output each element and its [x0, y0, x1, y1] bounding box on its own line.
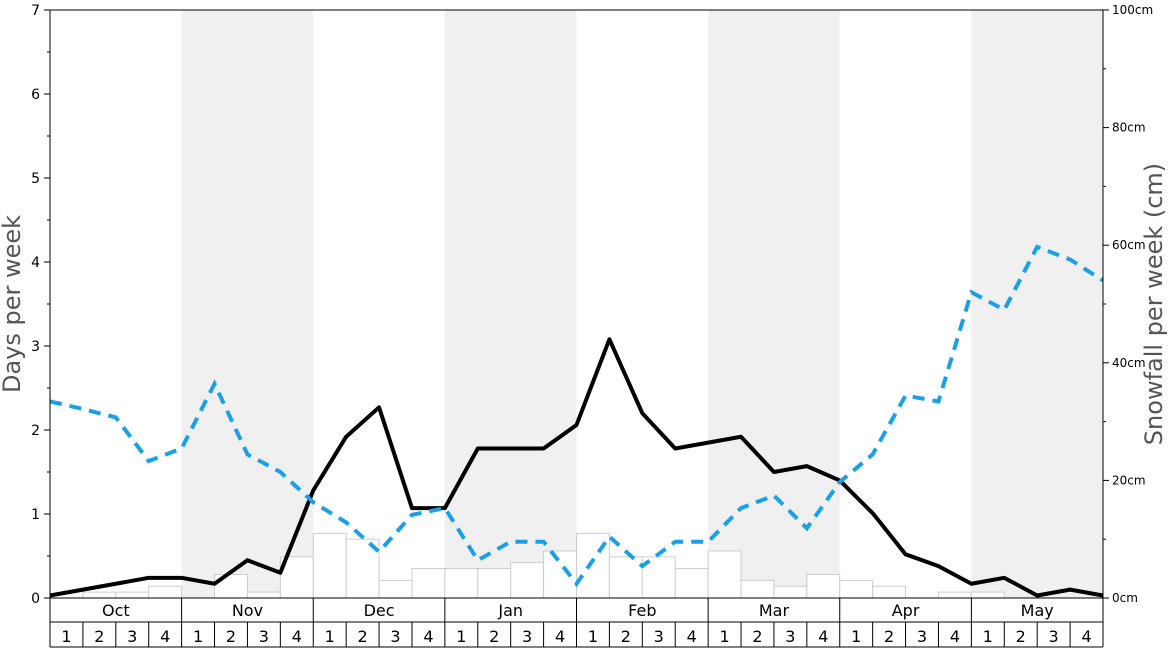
week-label: 1: [61, 627, 71, 646]
week-label: 3: [390, 627, 400, 646]
right-tick-label: 80cm: [1112, 121, 1146, 135]
week-label: 2: [621, 627, 631, 646]
snowfall-bar: [937, 591, 972, 599]
snowfall-bar: [115, 591, 150, 599]
snowfall-bar: [477, 568, 512, 599]
week-label: 4: [818, 627, 828, 646]
month-bands: [181, 10, 1103, 598]
left-tick-label: 5: [31, 171, 40, 187]
right-tick-label: 0cm: [1112, 591, 1138, 605]
left-tick-label: 7: [31, 3, 40, 19]
snowfall-bars: [82, 532, 1005, 599]
snowfall-bar: [773, 585, 808, 599]
left-tick-label: 0: [31, 591, 40, 607]
snowfall-bar: [312, 532, 347, 599]
week-label: 2: [1016, 627, 1026, 646]
snowfall-bar: [970, 591, 1005, 599]
month-label: Nov: [232, 601, 263, 620]
snowfall-bar: [148, 585, 183, 599]
week-label: 2: [489, 627, 499, 646]
month-label: Jan: [497, 601, 523, 620]
week-label: 3: [522, 627, 532, 646]
right-tick-label: 40cm: [1112, 356, 1146, 370]
week-label: 2: [884, 627, 894, 646]
week-label: 1: [456, 627, 466, 646]
snowfall-bar: [740, 579, 775, 599]
week-label: 1: [719, 627, 729, 646]
week-label: 4: [555, 627, 565, 646]
month-band: [181, 10, 314, 598]
week-label: 3: [654, 627, 664, 646]
week-label: 3: [259, 627, 269, 646]
left-tick-label: 4: [31, 255, 40, 271]
snowfall-bar: [246, 591, 281, 599]
left-axis-title: Days per week: [0, 215, 26, 393]
week-label: 3: [917, 627, 927, 646]
week-label: 4: [1081, 627, 1091, 646]
week-label: 4: [292, 627, 302, 646]
day-lines: [49, 244, 1105, 598]
left-tick-label: 6: [31, 87, 40, 103]
left-tick-label: 2: [31, 423, 40, 439]
month-label: Apr: [892, 601, 920, 620]
week-label: 2: [358, 627, 368, 646]
week-label: 2: [94, 627, 104, 646]
snowfall-bar: [411, 568, 446, 599]
dashed-line-series: [49, 244, 1105, 588]
right-y-axis: 0cm 20cm 40cm 60cm 80cm 100cm: [1103, 3, 1153, 605]
month-label: Dec: [364, 601, 395, 620]
week-label: 1: [193, 627, 203, 646]
month-band: [708, 10, 840, 598]
right-tick-label: 100cm: [1112, 3, 1153, 17]
week-label: 1: [851, 627, 861, 646]
month-label: Feb: [628, 601, 656, 620]
week-label: 3: [127, 627, 137, 646]
week-label: 1: [983, 627, 993, 646]
week-label: 4: [160, 627, 170, 646]
week-label: 1: [588, 627, 598, 646]
left-tick-label: 3: [31, 339, 40, 355]
snowfall-bar: [82, 591, 117, 599]
week-label: 1: [325, 627, 335, 646]
snowfall-bar: [608, 556, 643, 599]
right-tick-label: 20cm: [1112, 473, 1146, 487]
snowfall-bar: [872, 585, 907, 599]
left-y-axis: 0 1 2 3 4 5 6 7: [31, 3, 50, 607]
snowfall-bar: [674, 568, 709, 599]
right-axis-title: Snowfall per week (cm): [1140, 163, 1168, 445]
solid-line-series: [49, 337, 1104, 598]
snowfall-bar: [707, 550, 742, 599]
month-label: Mar: [759, 601, 790, 620]
snowfall-bar: [510, 562, 545, 599]
snowfall-bar: [806, 573, 841, 599]
right-tick-label: 60cm: [1112, 238, 1146, 252]
week-label: 2: [226, 627, 236, 646]
week-label: 3: [1049, 627, 1059, 646]
left-tick-label: 1: [31, 507, 40, 523]
snowfall-bar: [444, 568, 479, 599]
week-label: 4: [950, 627, 960, 646]
week-label: 4: [423, 627, 433, 646]
snowfall-bar: [839, 579, 874, 599]
week-label: 4: [687, 627, 697, 646]
month-band: [444, 10, 577, 598]
week-label: 2: [752, 627, 762, 646]
month-label: May: [1021, 601, 1054, 620]
month-week-table: Oct 1 2 3 4 Nov 1 2 3 4 Dec 1 2 3 4 Jan 1 2 3 4 Feb 1 2 3 4 Mar 1 2…: [49, 597, 1104, 648]
snowfall-bar: [378, 579, 413, 599]
month-label: Oct: [102, 601, 130, 620]
week-label: 3: [785, 627, 795, 646]
